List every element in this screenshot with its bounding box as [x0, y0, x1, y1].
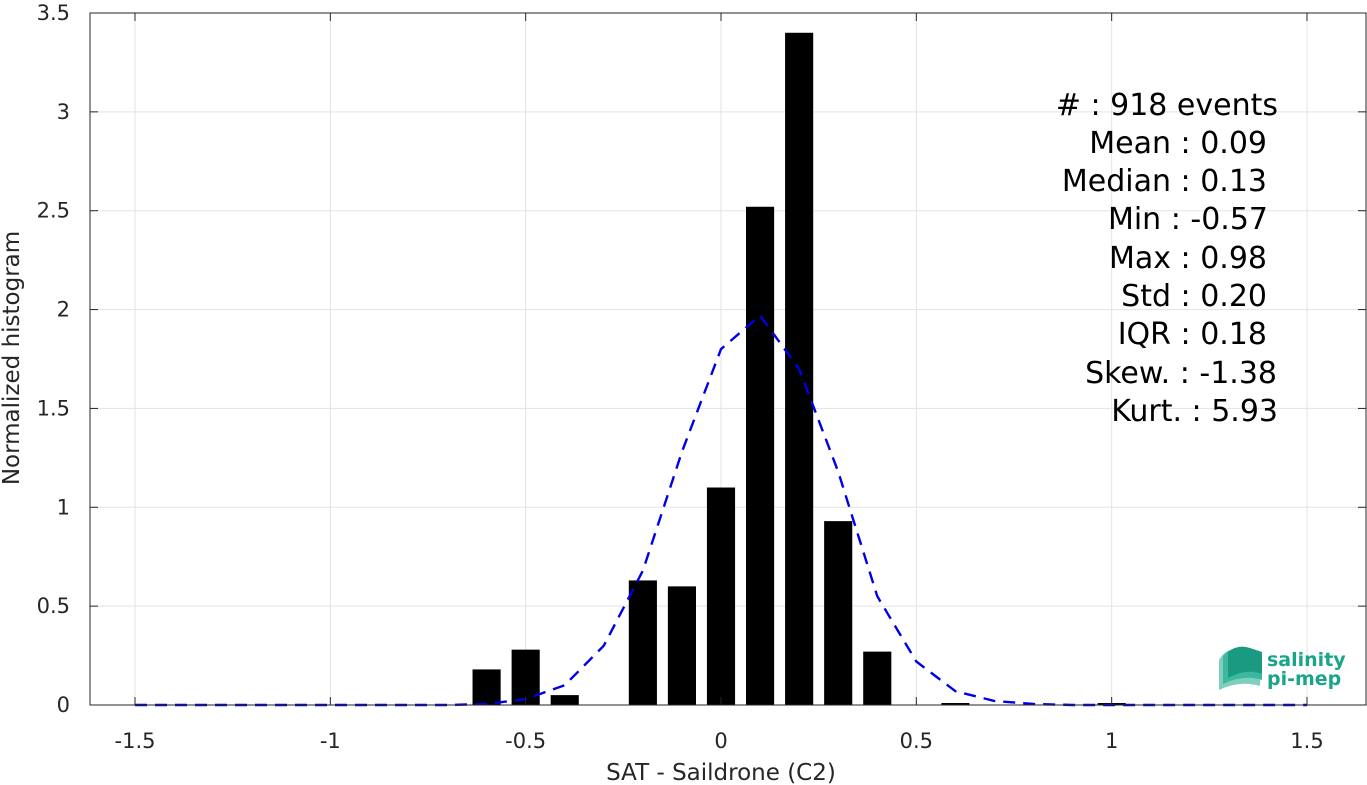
stat-min: Min : -0.57: [1108, 202, 1268, 237]
y-tick-label: 2: [57, 298, 70, 322]
stat-mean: Mean : 0.09: [1089, 126, 1267, 161]
y-tick-label: 0: [57, 693, 70, 717]
histogram-bar: [706, 487, 736, 705]
y-tick-label: 3.5: [37, 1, 70, 25]
y-tick-label: 2.5: [37, 199, 70, 223]
y-tick-label: 0.5: [37, 594, 70, 618]
x-tick-label: -1: [320, 729, 341, 753]
histogram-bar: [824, 521, 853, 705]
x-tick-label: -1.5: [115, 729, 156, 753]
stat-skew: Skew. : -1.38: [1085, 356, 1277, 391]
x-axis-label: SAT - Saildrone (C2): [606, 760, 836, 785]
x-tick-label: 0.5: [900, 729, 933, 753]
x-tick-label: -0.5: [505, 729, 546, 753]
histogram-bar: [628, 580, 657, 705]
statistics-annotation: # : 918 events Mean : 0.09 Median : 0.13…: [1056, 88, 1278, 429]
y-tick-label: 1.5: [37, 396, 70, 420]
histogram-bar: [746, 206, 775, 705]
salinity-pi-mep-logo: salinity pi-mep: [1219, 646, 1346, 690]
grid-lines: [90, 12, 1367, 706]
histogram-bar: [472, 669, 501, 705]
axes-frame: [89, 12, 1367, 706]
x-tick-label: 1.5: [1290, 729, 1323, 753]
y-tick-label: 3: [57, 100, 70, 124]
histogram-bar: [941, 703, 970, 705]
stat-median: Median : 0.13: [1062, 164, 1267, 199]
y-axis-label: Normalized histogram: [0, 231, 25, 485]
stat-kurt: Kurt. : 5.93: [1111, 394, 1278, 429]
histogram-bar: [667, 586, 696, 705]
stat-max: Max : 0.98: [1109, 241, 1267, 276]
y-axis-ticks: 0 0.5 1 1.5 2 2.5 3 3.5: [37, 1, 1366, 717]
logo-wave-icon: [1219, 646, 1262, 690]
stat-events: # : 918 events: [1056, 88, 1278, 123]
stat-std: Std : 0.20: [1121, 279, 1267, 314]
stat-iqr: IQR : 0.18: [1118, 317, 1267, 352]
logo-text-pi-mep: pi-mep: [1267, 668, 1341, 690]
x-axis-ticks: -1.5 -1 -0.5 0 0.5 1 1.5: [115, 13, 1324, 753]
histogram-bars: [472, 32, 1126, 706]
x-tick-label: 1: [1105, 729, 1118, 753]
histogram-bar: [550, 695, 579, 705]
histogram-bar: [863, 651, 892, 705]
y-tick-label: 1: [57, 495, 70, 519]
logo-text-salinity: salinity: [1267, 649, 1346, 671]
x-tick-label: 0: [714, 729, 727, 753]
